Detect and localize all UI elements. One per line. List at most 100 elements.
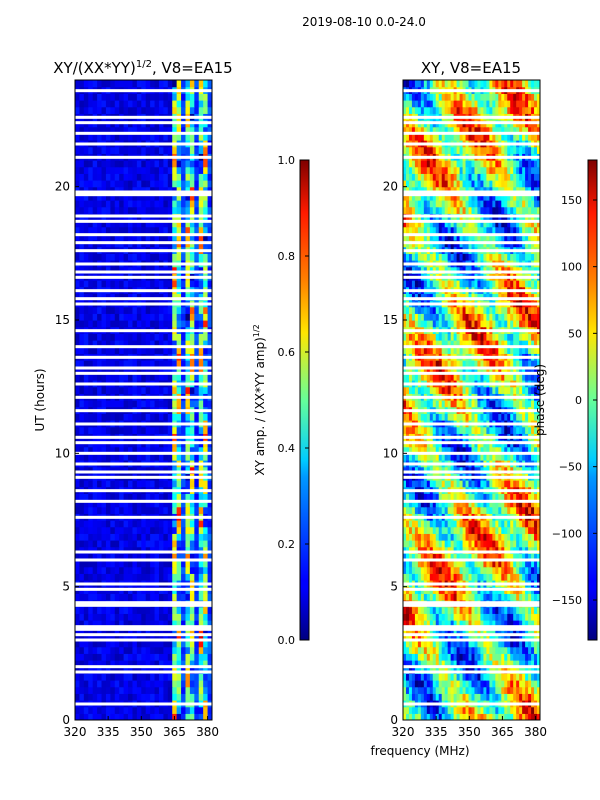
heatmap-cell [128,340,134,348]
heatmap-cell [83,713,89,720]
heatmap-cell [492,646,496,654]
heatmap-cell [105,93,111,101]
heatmap-cell [141,233,147,241]
heatmap-cell [480,480,485,488]
heatmap-cell [158,400,164,408]
heatmap-cell [185,200,191,208]
heatmap-cell [75,313,81,321]
heatmap-cell [438,453,443,461]
heatmap-cell [128,713,134,720]
heatmap-cell [88,560,94,568]
heatmap-cell [97,706,103,714]
heatmap-cell [432,693,437,701]
heatmap-cell [486,480,490,488]
heatmap-cell [477,560,482,568]
x-tick-label: 380 [196,725,219,739]
heatmap-cell [203,320,209,328]
heatmap-cell [405,653,410,661]
heatmap-cell [411,500,416,508]
heatmap-cell [438,546,443,554]
heatmap-cell [444,713,449,720]
heatmap-cell [453,546,458,554]
heatmap-cell [75,100,81,108]
heatmap-cell [531,640,535,648]
heatmap-cell [189,546,195,554]
heatmap-cell [97,193,103,201]
heatmap-cell [128,173,134,181]
heatmap-cell [405,606,410,614]
heatmap-cell [83,166,89,174]
heatmap-cell [185,413,191,421]
heatmap-cell [408,613,413,621]
heatmap-cell [198,640,204,648]
heatmap-cell [185,373,191,381]
heatmap-cell [474,713,479,720]
heatmap-cell [203,446,209,454]
heatmap-cell [136,540,142,548]
heatmap-cell [158,333,164,341]
heatmap-cell [459,706,464,714]
heatmap-cell [92,546,98,554]
heatmap-cell [203,480,209,488]
heatmap-cell [176,673,182,681]
heatmap-cell [119,320,125,328]
heatmap-cell [105,193,111,201]
heatmap-cell [119,640,125,648]
heatmap-cell [163,633,169,641]
heatmap-cell [119,706,125,714]
heatmap-cell [537,480,540,488]
heatmap-cell [537,593,540,601]
heatmap-cell [194,266,200,274]
heatmap-cell [158,453,164,461]
heatmap-cell [158,553,164,561]
heatmap-cell [167,533,173,541]
heatmap-cell [411,453,416,461]
heatmap-cell [510,546,514,554]
heatmap-cell [414,640,419,648]
heatmap-cell [176,520,182,528]
heatmap-cell [513,613,517,621]
heatmap-cell [403,666,407,674]
heatmap-cell [194,360,200,368]
heatmap-cell [123,160,129,168]
heatmap-cell [531,666,535,674]
heatmap-cell [207,520,212,528]
heatmap-cell [97,453,103,461]
heatmap-cell [110,446,116,454]
heatmap-cell [181,373,187,381]
heatmap-cell [426,620,431,628]
heatmap-cell [132,320,138,328]
heatmap-cell [203,660,209,668]
heatmap-cell [136,500,142,508]
heatmap-cell [88,306,94,314]
heatmap-cell [136,360,142,368]
heatmap-cell [110,426,116,434]
heatmap-cell [92,560,98,568]
heatmap-cell [483,640,487,648]
heatmap-cell [447,506,452,514]
heatmap-cell [163,566,169,574]
heatmap-cell [510,620,514,628]
heatmap-cell [498,466,502,474]
heatmap-cell [408,533,413,541]
heatmap-cell [181,620,187,628]
heatmap-cell [528,613,532,621]
heatmap-cell [459,653,464,661]
heatmap-cell [119,680,125,688]
heatmap-cell [447,480,452,488]
heatmap-cell [145,653,151,661]
heatmap-cell [181,126,187,134]
heatmap-cell [477,620,482,628]
heatmap-cell [114,320,120,328]
heatmap-cell [513,640,517,648]
heatmap-cell [194,173,200,181]
heatmap-cell [88,293,94,301]
heatmap-cell [181,673,187,681]
heatmap-cell [158,173,164,181]
heatmap-cell [444,553,449,561]
heatmap-cell [141,293,147,301]
heatmap-cell [150,146,156,154]
heatmap-cell [101,386,107,394]
heatmap-cell [417,500,422,508]
heatmap-cell [408,526,413,534]
